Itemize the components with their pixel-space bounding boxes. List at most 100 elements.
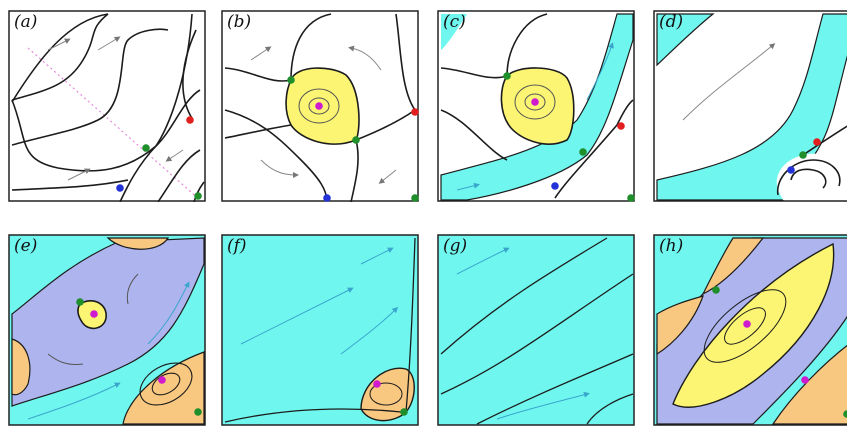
fixed-point-blue: [551, 182, 559, 190]
fixed-point-red: [411, 108, 419, 116]
phase-portrait-e: [8, 234, 206, 426]
separatrix: [182, 29, 197, 121]
fixed-point-magenta: [90, 310, 98, 318]
separatrix: [506, 13, 548, 77]
separatrix: [155, 13, 193, 147]
limit-cycle: [524, 93, 546, 111]
fixed-point-green: [712, 286, 720, 294]
limit-cycle: [369, 382, 403, 406]
limit-cycle: [139, 362, 193, 406]
separatrix: [224, 109, 328, 201]
separatrix: [355, 109, 416, 141]
fixed-point-blue: [116, 184, 124, 192]
fixed-point-magenta: [158, 376, 166, 384]
streamline: [682, 43, 776, 121]
orange-region: [701, 237, 765, 296]
panel-label: (f): [227, 236, 247, 256]
separatrix: [224, 124, 292, 139]
separatrix: [11, 13, 109, 101]
limit-cycle: [703, 289, 787, 363]
fixed-point-magenta: [531, 98, 539, 106]
separatrix: [395, 13, 416, 111]
panel-g: (g): [437, 234, 635, 426]
panel-h: (h): [653, 234, 847, 426]
separatrix: [11, 99, 157, 172]
fixed-point-red: [617, 122, 625, 130]
phase-portrait-g: [437, 234, 635, 426]
fixed-point-green: [352, 136, 360, 144]
streamline: [378, 169, 397, 184]
separatrix: [554, 99, 634, 199]
limit-cycle: [308, 97, 330, 115]
separatrix: [224, 67, 292, 82]
lavender-region: [11, 237, 205, 407]
separatrix: [777, 159, 841, 196]
separatrix: [350, 139, 359, 202]
streamline: [348, 45, 382, 71]
separatrix: [790, 168, 827, 189]
panel-d: (d): [653, 10, 847, 202]
fixed-point-green: [400, 408, 408, 416]
separatrix: [224, 408, 402, 423]
orange-region: [771, 344, 847, 425]
separatrix: [119, 89, 201, 202]
phase-portrait-b: [221, 10, 419, 202]
fixed-point-green: [579, 148, 587, 156]
panel-label: (e): [14, 236, 38, 256]
panel-frame: [8, 10, 206, 202]
panel-c: (c): [437, 10, 635, 202]
phase-portrait-h: [653, 234, 847, 426]
fixed-point-magenta: [315, 102, 323, 110]
streamline: [260, 159, 299, 178]
fixed-point-green: [76, 298, 84, 306]
separatrix: [476, 353, 634, 425]
separatrix: [290, 13, 332, 81]
separatrix: [11, 13, 109, 103]
streamline: [586, 42, 614, 101]
streamline: [165, 149, 184, 162]
streamline: [97, 36, 121, 51]
limit-cycle: [298, 88, 340, 124]
cyan-region: [656, 13, 847, 201]
separatrix: [440, 109, 508, 161]
streamline: [240, 287, 354, 345]
separatrix: [11, 179, 129, 191]
fixed-point-green: [287, 76, 295, 84]
panel-e: (e): [8, 234, 206, 426]
orange-region: [656, 295, 704, 356]
orange-region: [122, 351, 205, 425]
streamline: [250, 46, 272, 61]
separatrix: [440, 237, 608, 355]
fixed-point-green: [411, 194, 419, 202]
fixed-point-magenta: [373, 380, 381, 388]
streamline: [456, 182, 480, 191]
panel-b: (b): [221, 10, 419, 202]
separatrix: [802, 125, 847, 156]
phase-portrait-f: [221, 234, 419, 426]
phase-portrait-a: [8, 10, 206, 202]
fixed-point-green: [142, 144, 150, 152]
streamline: [360, 247, 394, 265]
streamline: [27, 382, 121, 420]
streamline: [47, 353, 84, 365]
phase-portrait-d: [653, 10, 847, 202]
panel-f: (f): [221, 234, 419, 426]
fixed-point-blue: [787, 166, 795, 174]
yellow-basin: [500, 67, 575, 145]
limit-cycle: [724, 307, 766, 345]
fixed-point-green: [503, 72, 511, 80]
panel-label: (a): [14, 12, 38, 32]
separatrix: [440, 67, 508, 79]
orange-region: [106, 237, 170, 250]
fixed-point-green: [194, 408, 202, 416]
streamline: [47, 38, 71, 51]
streamline: [340, 306, 399, 355]
separatrix: [11, 28, 169, 146]
orange-region: [11, 338, 31, 396]
panel-label: (g): [443, 236, 468, 256]
limit-cycle: [514, 84, 556, 120]
diagonal-dotted-line: [27, 47, 201, 201]
fixed-point-magenta: [801, 376, 809, 384]
panel-label: (h): [659, 236, 684, 256]
fixed-point-red: [813, 138, 821, 146]
